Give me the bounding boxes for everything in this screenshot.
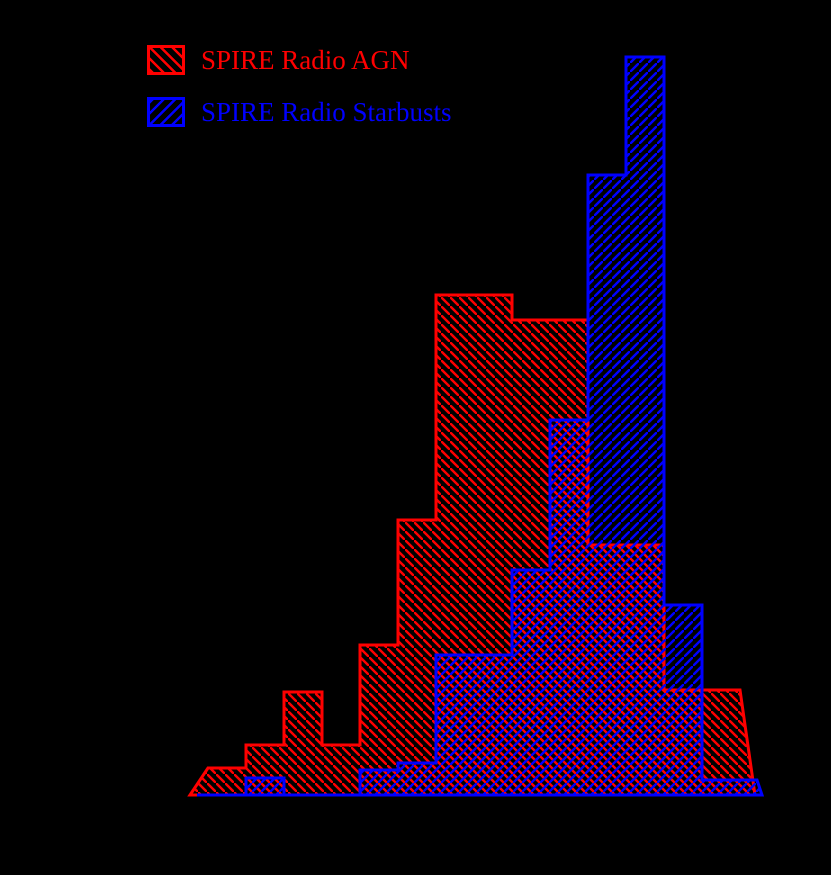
legend-swatch-starbursts-icon: [147, 97, 185, 127]
legend-item-agn: SPIRE Radio AGN: [147, 44, 452, 76]
legend-label-starbursts: SPIRE Radio Starbusts: [201, 97, 452, 127]
legend: SPIRE Radio AGN SPIRE Radio Starbusts: [147, 44, 452, 148]
legend-swatch-agn-icon: [147, 45, 185, 75]
legend-item-starbursts: SPIRE Radio Starbusts: [147, 96, 452, 128]
legend-label-agn: SPIRE Radio AGN: [201, 45, 410, 75]
histogram-starbursts: [197, 55, 765, 797]
